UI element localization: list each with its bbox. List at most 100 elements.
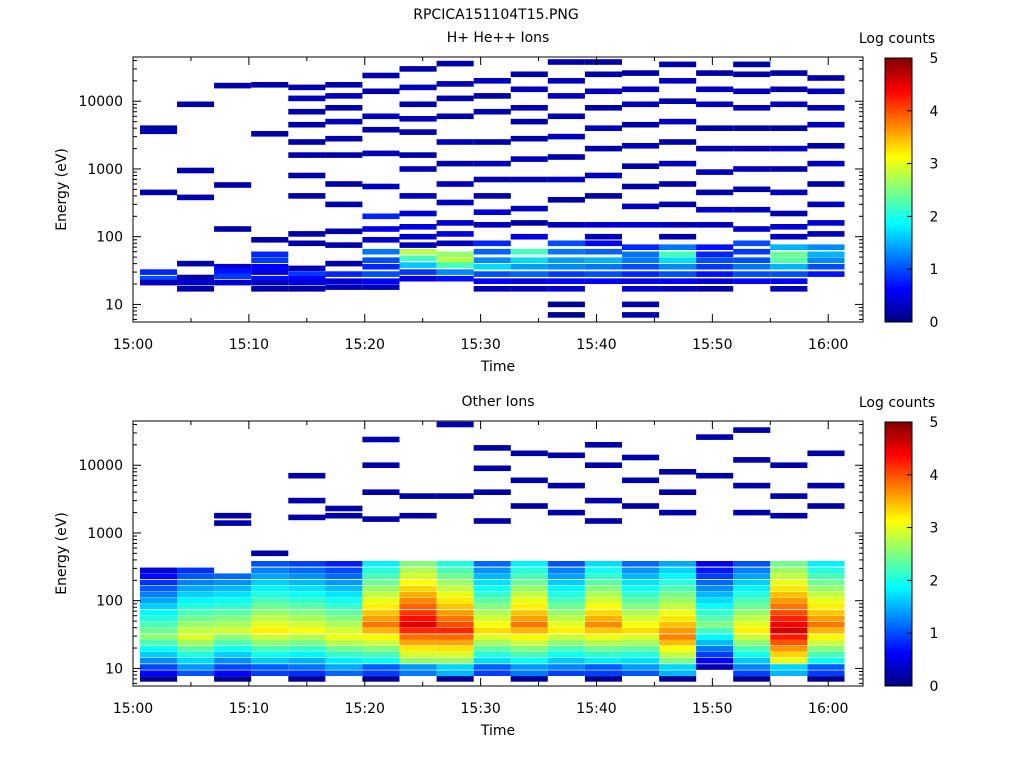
heatmap-cell: [547, 646, 585, 652]
heatmap-cell: [362, 622, 400, 628]
heatmap-cell: [325, 505, 363, 512]
heatmap-cell: [214, 279, 252, 286]
heatmap-cell: [288, 639, 326, 646]
heatmap-cell: [436, 597, 474, 604]
heatmap-cell: [659, 676, 697, 682]
heatmap-cell: [140, 269, 178, 275]
heatmap-cell: [251, 279, 289, 286]
colorbar-tick-label: 5: [930, 415, 939, 431]
heatmap-cell: [399, 262, 437, 268]
heatmap-cell: [696, 101, 734, 108]
heatmap-cell: [510, 597, 548, 604]
heatmap-cell: [140, 573, 178, 579]
heatmap-cell: [547, 482, 585, 489]
heatmap-cell: [214, 263, 252, 270]
y-axis-label: Energy (eV): [54, 512, 70, 595]
heatmap-cell: [807, 646, 845, 652]
heatmap-cell: [696, 639, 734, 646]
heatmap-cell: [362, 248, 400, 255]
heatmap-cell: [770, 86, 808, 93]
heatmap-cell: [584, 586, 622, 592]
heatmap-cell: [733, 579, 771, 586]
heatmap-cell: [473, 465, 511, 472]
heatmap-cell: [510, 233, 548, 240]
heatmap-cell: [733, 248, 771, 255]
heatmap-cell: [325, 284, 363, 290]
heatmap-cell: [770, 512, 808, 519]
heatmap-cell: [510, 657, 548, 664]
heatmap-cell: [214, 592, 252, 598]
heatmap-cell: [547, 278, 585, 284]
heatmap-cell: [436, 493, 474, 499]
heatmap-cell: [436, 139, 474, 145]
heatmap-cell: [547, 240, 585, 247]
heatmap-cell: [622, 251, 660, 258]
x-axis-label: Time: [480, 359, 515, 375]
heatmap-cell: [288, 676, 326, 682]
heatmap-cell: [399, 651, 437, 658]
heatmap-cell: [362, 271, 400, 277]
heatmap-cell: [584, 639, 622, 646]
heatmap-cell: [288, 657, 326, 664]
heatmap-cell: [399, 579, 437, 586]
heatmap-cell: [436, 592, 474, 598]
panel-other-ions: Other Ions Time Energy (eV) 15:00 15:10 15:20…: [54, 394, 939, 739]
heatmap-cell: [399, 210, 437, 217]
heatmap-cell: [140, 275, 178, 282]
heatmap-cell: [288, 108, 326, 115]
heatmap-cell: [547, 301, 585, 308]
heatmap-cell: [807, 586, 845, 592]
heatmap-cell: [807, 592, 845, 598]
heatmap-cell: [436, 603, 474, 610]
x-tick-label: 15:40: [576, 701, 616, 717]
heatmap-cell: [399, 597, 437, 604]
heatmap-cell: [473, 240, 511, 247]
heatmap-cell: [547, 651, 585, 658]
heatmap-cell: [325, 586, 363, 592]
heatmap-cell: [659, 639, 697, 646]
heatmap-cell: [696, 603, 734, 610]
heatmap-cell: [770, 592, 808, 598]
heatmap-cell: [733, 240, 771, 247]
heatmap-cell: [140, 125, 178, 131]
heatmap-cell: [622, 263, 660, 270]
heatmap-cell: [733, 427, 771, 433]
heatmap-cell: [399, 634, 437, 640]
heatmap-cell: [399, 193, 437, 199]
heatmap-cell: [807, 231, 845, 237]
heatmap-cell: [399, 622, 437, 628]
heatmap-cell: [214, 646, 252, 652]
heatmap-cell: [584, 271, 622, 277]
heatmap-cell: [584, 497, 622, 504]
heatmap-cell: [288, 616, 326, 622]
heatmap-cell: [807, 651, 845, 658]
heatmap-cell: [473, 160, 511, 167]
heatmap-cell: [177, 586, 215, 592]
heatmap-cell: [140, 597, 178, 604]
heatmap-cell: [399, 610, 437, 616]
heatmap-cell: [659, 579, 697, 586]
heatmap-cell: [177, 274, 215, 281]
heatmap-cell: [547, 579, 585, 586]
heatmap-cell: [547, 627, 585, 634]
heatmap-cell: [473, 664, 511, 670]
heatmap-cell: [399, 627, 437, 634]
heatmap-cell: [436, 561, 474, 567]
heatmap-cell: [251, 634, 289, 640]
heatmap-cell: [696, 627, 734, 634]
heatmap-cell: [251, 82, 289, 88]
heatmap-cell: [696, 86, 734, 93]
x-tick-label: 15:20: [345, 337, 385, 353]
heatmap-cell: [473, 176, 511, 183]
heatmap-cell: [288, 193, 326, 199]
heatmap-cell: [547, 561, 585, 567]
heatmap-cell: [807, 105, 845, 111]
heatmap-cell: [807, 271, 845, 277]
heatmap-cell: [288, 586, 326, 592]
heatmap-cell: [399, 561, 437, 567]
heatmap-cell: [584, 646, 622, 652]
heatmap-cell: [362, 586, 400, 592]
heatmap-cell: [547, 622, 585, 628]
heatmap-cell: [733, 61, 771, 68]
